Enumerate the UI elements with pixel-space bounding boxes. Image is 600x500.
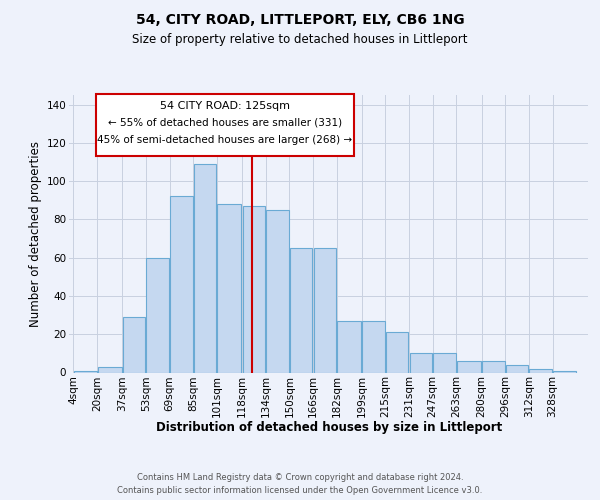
Bar [242,206,265,372]
Bar [506,365,528,372]
Bar [217,204,241,372]
Bar [457,361,481,372]
Bar [314,248,336,372]
Bar [433,354,456,372]
Bar [74,370,97,372]
Bar [170,196,193,372]
Text: 54 CITY ROAD: 125sqm: 54 CITY ROAD: 125sqm [160,100,290,110]
Text: 54, CITY ROAD, LITTLEPORT, ELY, CB6 1NG: 54, CITY ROAD, LITTLEPORT, ELY, CB6 1NG [136,12,464,26]
Bar [529,368,552,372]
Bar [410,354,432,372]
Text: Distribution of detached houses by size in Littleport: Distribution of detached houses by size … [155,421,502,434]
Bar [482,361,505,372]
Text: ← 55% of detached houses are smaller (331): ← 55% of detached houses are smaller (33… [108,118,342,128]
Bar [337,321,361,372]
Bar [266,210,289,372]
Bar [290,248,313,372]
Y-axis label: Number of detached properties: Number of detached properties [29,141,43,327]
Text: 45% of semi-detached houses are larger (268) →: 45% of semi-detached houses are larger (… [97,135,353,145]
Bar [553,370,575,372]
Bar [194,164,216,372]
Text: Size of property relative to detached houses in Littleport: Size of property relative to detached ho… [132,32,468,46]
Bar [386,332,409,372]
Bar [146,258,169,372]
Bar [98,367,122,372]
Bar [123,317,145,372]
Bar [362,321,385,372]
FancyBboxPatch shape [95,94,355,156]
Text: Contains HM Land Registry data © Crown copyright and database right 2024.
Contai: Contains HM Land Registry data © Crown c… [118,472,482,494]
